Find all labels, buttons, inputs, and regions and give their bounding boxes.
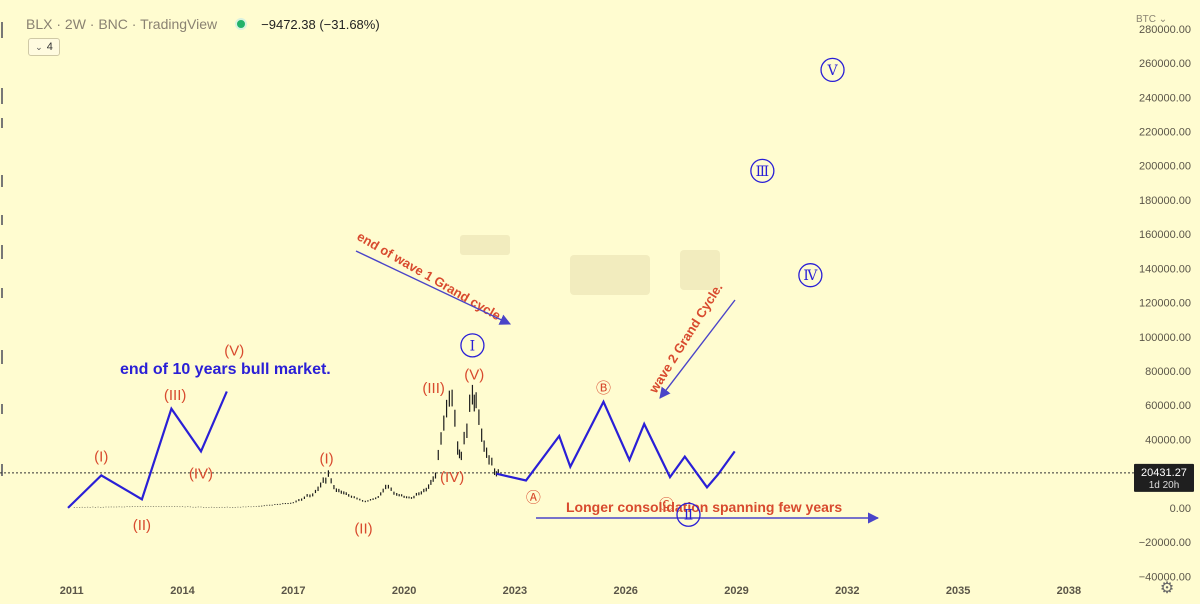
x-tick-label: 2017 bbox=[281, 585, 305, 597]
wave-circle-label: Ⅱ bbox=[684, 508, 694, 524]
wave-projection-line-2 bbox=[496, 399, 736, 490]
y-tick-label: 260000.00 bbox=[1139, 58, 1191, 70]
x-tick-label: 2029 bbox=[724, 585, 748, 597]
wave-label: (I) bbox=[319, 450, 333, 467]
wave2-arrow bbox=[659, 299, 736, 399]
currency-label: BTC bbox=[1136, 14, 1156, 25]
wave-label: (II) bbox=[354, 520, 372, 537]
indicator-count: 4 bbox=[46, 41, 53, 53]
wave-circle-marker bbox=[798, 263, 823, 288]
x-tick-label: 2020 bbox=[392, 585, 416, 597]
y-tick-label: 100000.00 bbox=[1139, 332, 1191, 344]
y-tick-label: 220000.00 bbox=[1139, 126, 1191, 138]
symbol-title[interactable]: BLX · 2W · BNC · TradingView bbox=[26, 16, 218, 32]
wave1-arrow bbox=[355, 250, 512, 325]
x-tick-label: 2023 bbox=[503, 585, 527, 597]
y-tick-label: 280000.00 bbox=[1139, 24, 1191, 36]
faint-watermark bbox=[460, 235, 720, 295]
wave-label: (IV) bbox=[440, 469, 464, 486]
bull-market-annotation: end of 10 years bull market. bbox=[120, 361, 331, 378]
y-tick-label: 200000.00 bbox=[1139, 161, 1191, 173]
wave-circle-label: Ⅳ bbox=[803, 268, 818, 284]
market-status-icon bbox=[235, 18, 248, 30]
currency-selector[interactable]: BTC ⌄ bbox=[1136, 14, 1167, 25]
wave-label: (IV) bbox=[189, 466, 213, 483]
y-tick-label: 160000.00 bbox=[1139, 229, 1191, 241]
x-tick-label: 2035 bbox=[946, 585, 970, 597]
bar-countdown: 1d 20h bbox=[1149, 480, 1180, 491]
wave-label: (V) bbox=[224, 342, 244, 359]
wave-circle-label: Ⅴ bbox=[826, 63, 838, 79]
wave-projection-line-1 bbox=[67, 391, 228, 509]
y-tick-label: 40000.00 bbox=[1145, 434, 1191, 446]
wave-label: Ⓐ bbox=[526, 490, 541, 507]
wave2-grand-cycle-annotation: wave 2 Grand Cycle. bbox=[645, 280, 725, 396]
y-tick-label: 140000.00 bbox=[1139, 263, 1191, 275]
wave-circle-marker bbox=[750, 158, 775, 183]
wave-circle-label: Ⅲ bbox=[756, 164, 770, 180]
current-price-value: 20431.27 bbox=[1141, 467, 1187, 479]
indicators-toggle[interactable]: ⌄ 4 bbox=[28, 38, 60, 56]
y-tick-label: 120000.00 bbox=[1139, 298, 1191, 310]
gear-icon[interactable]: ⚙ bbox=[1159, 580, 1175, 597]
x-tick-label: 2038 bbox=[1057, 585, 1081, 597]
wave-label: Ⓑ bbox=[596, 380, 611, 397]
current-price-tag bbox=[1134, 463, 1194, 492]
y-tick-label: −20000.00 bbox=[1139, 537, 1191, 549]
y-tick-label: 240000.00 bbox=[1139, 92, 1191, 104]
wave-circle-marker bbox=[676, 502, 701, 527]
wave-label: (V) bbox=[464, 366, 484, 383]
y-tick-label: 0.00 bbox=[1170, 503, 1191, 515]
wave-label: (III) bbox=[164, 387, 187, 404]
y-tick-label: 80000.00 bbox=[1145, 366, 1191, 378]
wave-label: (III) bbox=[422, 380, 445, 397]
price-change: −9472.38 (−31.68%) bbox=[261, 16, 380, 32]
chevron-down-icon: ⌄ bbox=[1156, 14, 1168, 25]
wave-label: Ⓒ bbox=[659, 496, 674, 513]
x-tick-label: 2014 bbox=[170, 585, 195, 597]
wave-circle-marker bbox=[460, 333, 485, 358]
y-tick-label: 180000.00 bbox=[1139, 195, 1191, 207]
x-tick-label: 2026 bbox=[613, 585, 637, 597]
wave-label: (II) bbox=[133, 517, 151, 534]
x-tick-label: 2011 bbox=[60, 585, 84, 597]
left-toolbar-edge[interactable] bbox=[0, 0, 8, 604]
wave-label: (I) bbox=[94, 449, 108, 466]
symbol-header: BLX · 2W · BNC · TradingView −9472.38 (−… bbox=[26, 14, 380, 34]
x-tick-label: 2032 bbox=[835, 585, 859, 597]
y-tick-label: −40000.00 bbox=[1139, 571, 1191, 583]
chevron-down-icon: ⌄ bbox=[35, 41, 43, 52]
y-tick-label: 60000.00 bbox=[1145, 400, 1191, 412]
wave-circle-label: Ⅰ bbox=[470, 338, 476, 354]
wave-circle-marker bbox=[820, 57, 845, 83]
consolidation-annotation: Longer consolidation spanning few years bbox=[566, 499, 842, 515]
